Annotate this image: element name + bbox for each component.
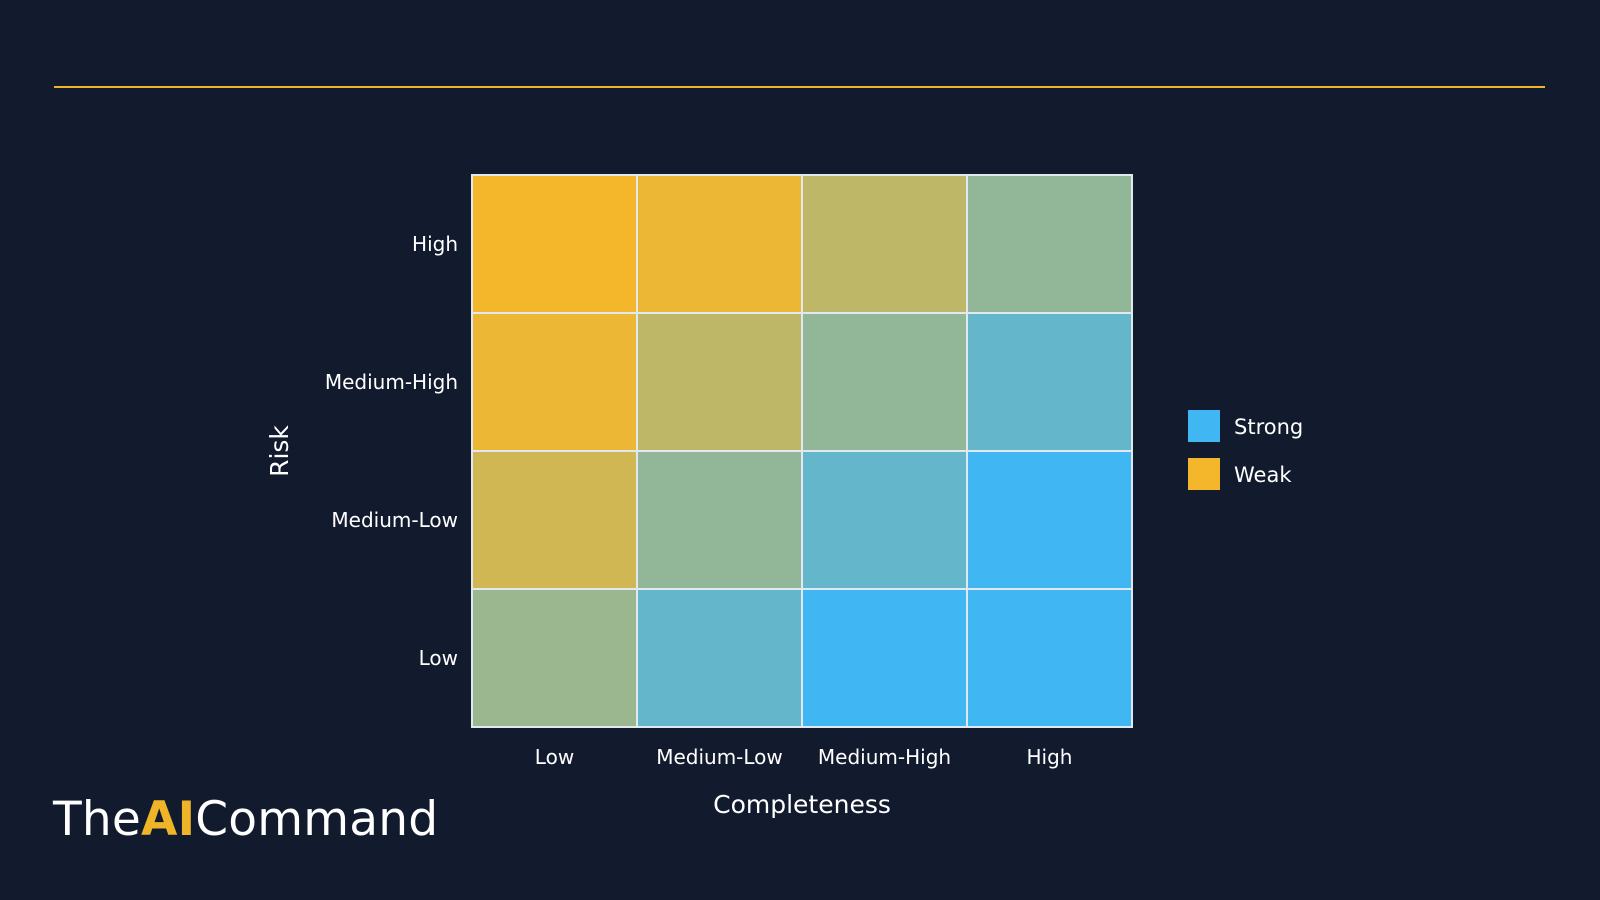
heatmap-cell bbox=[967, 589, 1132, 727]
y-tick-label: High bbox=[412, 232, 458, 256]
y-tick-label: Low bbox=[419, 646, 458, 670]
x-tick-label: Medium-Low bbox=[656, 745, 783, 769]
heatmap-cell bbox=[637, 175, 802, 313]
heatmap-cell bbox=[472, 313, 637, 451]
chart-border bbox=[471, 174, 1133, 728]
heatmap-cell bbox=[637, 589, 802, 727]
heatmap-cell bbox=[637, 451, 802, 589]
brand-suffix: Command bbox=[195, 792, 439, 847]
heatmap-cell bbox=[637, 313, 802, 451]
heatmap-cell bbox=[472, 175, 637, 313]
x-tick-label: Medium-High bbox=[818, 745, 951, 769]
brand-prefix: The bbox=[53, 792, 142, 847]
y-tick-label: Medium-High bbox=[325, 370, 458, 394]
legend-swatch bbox=[1188, 458, 1220, 490]
heatmap-cell bbox=[802, 313, 967, 451]
legend-swatch bbox=[1188, 410, 1220, 442]
x-tick-label: Low bbox=[535, 745, 574, 769]
brand-logo: TheAICommand bbox=[53, 792, 438, 847]
legend-label: Strong bbox=[1234, 415, 1303, 439]
heatmap-cell bbox=[967, 175, 1132, 313]
heatmap-cell bbox=[802, 175, 967, 313]
x-tick-label: High bbox=[1027, 745, 1073, 769]
heatmap-cell bbox=[967, 451, 1132, 589]
heatmap-cell bbox=[472, 589, 637, 727]
legend-label: Weak bbox=[1234, 463, 1292, 487]
y-tick-label: Medium-Low bbox=[331, 508, 458, 532]
brand-accent: AI bbox=[141, 792, 196, 847]
y-axis-title: Risk bbox=[265, 425, 294, 477]
heatmap-cell bbox=[967, 313, 1132, 451]
x-axis-title: Completeness bbox=[713, 790, 891, 819]
heatmap-cell bbox=[802, 451, 967, 589]
heatmap-cell bbox=[802, 589, 967, 727]
header-rule bbox=[54, 86, 1545, 88]
heatmap-cell bbox=[472, 451, 637, 589]
